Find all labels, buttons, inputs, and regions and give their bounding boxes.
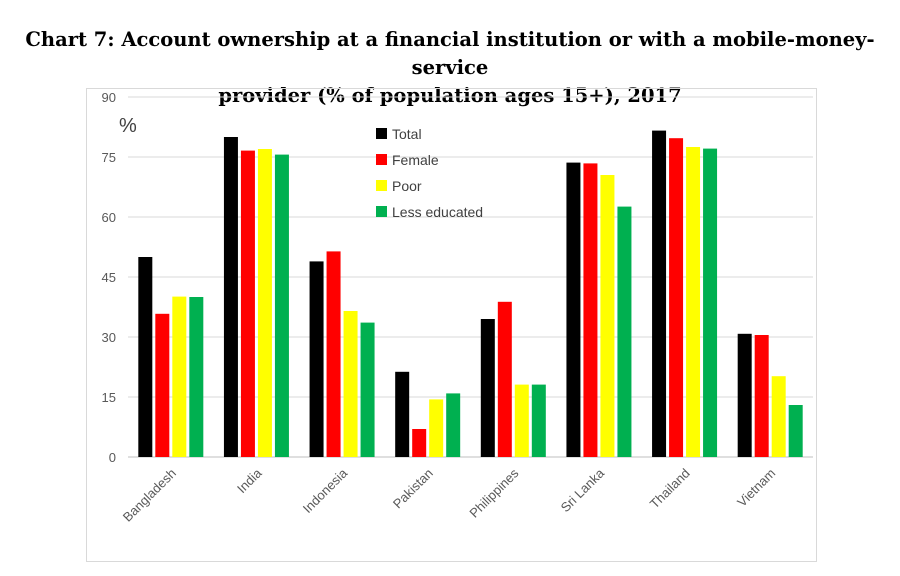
chart-title-line-1: Chart 7: Account ownership at a financia… — [25, 28, 875, 79]
bar-pakistan-female — [412, 429, 427, 457]
bar-philippines-total — [480, 319, 495, 457]
bar-philippines-less-educated — [531, 384, 546, 457]
legend-swatch-total — [376, 128, 387, 139]
x-tick-label-pakistan: Pakistan — [390, 466, 436, 512]
bar-thailand-total — [652, 130, 667, 457]
bar-pakistan-poor — [429, 399, 444, 457]
legend-swatch-poor — [376, 180, 387, 191]
y-axis-ticks: 0 15 30 45 60 75 90 — [102, 90, 116, 465]
bar-pakistan-total — [395, 371, 410, 457]
bar-vietnam-female — [754, 335, 769, 457]
bar-pakistan-less-educated — [446, 393, 461, 457]
bar-sri-lanka-less-educated — [617, 206, 632, 457]
bar-indonesia-poor — [343, 311, 358, 457]
legend-label-total: Total — [392, 126, 422, 142]
bar-bangladesh-less-educated — [189, 297, 204, 457]
x-tick-label-vietnam: Vietnam — [734, 466, 778, 510]
legend-swatch-less-educated — [376, 206, 387, 217]
bar-bangladesh-total — [138, 257, 153, 457]
bar-sri-lanka-poor — [600, 175, 615, 457]
bar-india-less-educated — [274, 154, 289, 457]
chart-title-line-2: provider (% of population ages 15+), 201… — [218, 84, 682, 107]
bar-sri-lanka-female — [583, 163, 598, 457]
y-tick-label-75: 75 — [102, 150, 116, 165]
bar-vietnam-poor — [771, 376, 786, 457]
bar-philippines-female — [497, 301, 512, 457]
y-unit-label: % — [119, 115, 137, 137]
y-tick-label-45: 45 — [102, 270, 116, 285]
legend-label-female: Female — [392, 152, 439, 168]
bars — [138, 130, 803, 457]
bar-sri-lanka-total — [566, 162, 581, 457]
bar-indonesia-less-educated — [360, 322, 375, 457]
bar-indonesia-female — [326, 251, 341, 457]
x-axis-labels: Bangladesh India Indonesia Pakistan Philippi… — [120, 465, 779, 525]
bar-thailand-less-educated — [703, 148, 718, 457]
bar-vietnam-less-educated — [788, 405, 803, 457]
legend-label-less-educated: Less educated — [392, 204, 483, 220]
bar-bangladesh-poor — [172, 296, 187, 457]
bar-thailand-female — [669, 138, 684, 457]
x-tick-label-thailand: Thailand — [647, 466, 693, 512]
bar-india-total — [223, 137, 238, 457]
bar-thailand-poor — [686, 147, 701, 457]
bar-bangladesh-female — [155, 313, 170, 457]
x-tick-label-india: India — [234, 465, 265, 496]
bar-philippines-poor — [514, 384, 529, 457]
bar-india-poor — [257, 149, 272, 457]
bar-india-female — [240, 150, 255, 457]
y-tick-label-90: 90 — [102, 90, 116, 105]
chart-title: Chart 7: Account ownership at a financia… — [0, 26, 900, 110]
x-tick-label-philippines: Philippines — [466, 465, 521, 520]
legend-label-poor: Poor — [392, 178, 422, 194]
y-tick-label-60: 60 — [102, 210, 116, 225]
x-tick-label-indonesia: Indonesia — [300, 465, 351, 516]
x-tick-label-bangladesh: Bangladesh — [120, 466, 179, 525]
legend: Total Female Poor Less educated — [376, 126, 483, 220]
y-tick-label-30: 30 — [102, 330, 116, 345]
bar-vietnam-total — [737, 333, 752, 457]
x-tick-label-sri-lanka: Sri Lanka — [558, 465, 608, 515]
legend-swatch-female — [376, 154, 387, 165]
bar-indonesia-total — [309, 261, 324, 457]
y-tick-label-0: 0 — [109, 450, 116, 465]
y-tick-label-15: 15 — [102, 390, 116, 405]
chart-frame — [86, 88, 817, 562]
